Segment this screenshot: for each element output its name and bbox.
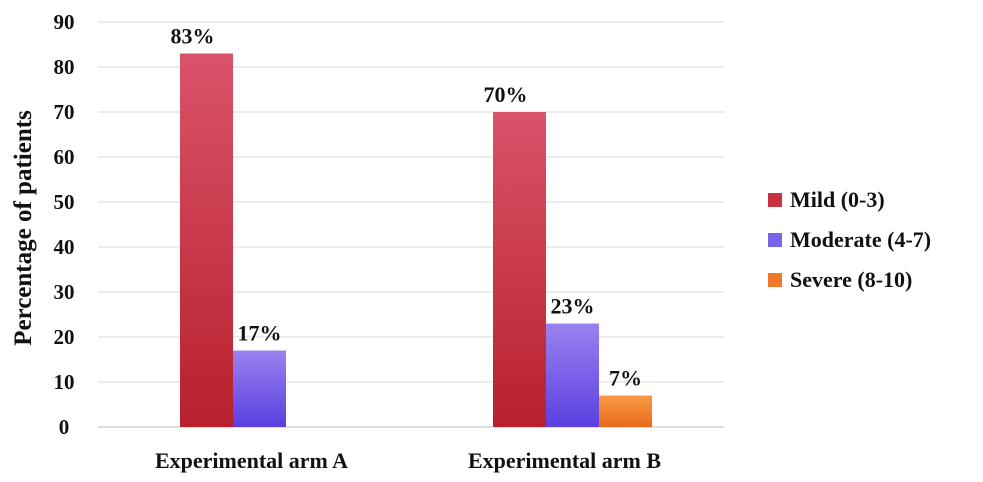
data-labels: 83% 17% 70% 23% 7% xyxy=(171,24,643,391)
x-category-label: Experimental arm A xyxy=(155,448,348,473)
data-label-mild: 70% xyxy=(484,82,528,107)
x-axis-categories: Experimental arm A Experimental arm B xyxy=(155,448,661,473)
y-tick-label: 50 xyxy=(54,190,75,214)
legend-item-mild: Mild (0-3) xyxy=(768,180,931,220)
y-axis-label: Percentage of patients xyxy=(10,110,37,346)
y-tick-label: 80 xyxy=(54,55,75,79)
data-label-severe: 7% xyxy=(609,366,642,391)
y-tick-label: 60 xyxy=(54,145,75,169)
bar-mild-arm-b xyxy=(493,112,546,427)
bar-mild-arm-a xyxy=(180,53,233,427)
y-tick-label: 30 xyxy=(54,280,75,304)
x-category-label: Experimental arm B xyxy=(468,448,661,473)
y-tick-label: 70 xyxy=(54,100,75,124)
data-label-moderate: 23% xyxy=(551,294,595,319)
y-tick-label: 0 xyxy=(59,415,70,439)
legend-swatch-severe xyxy=(768,273,782,287)
y-tick-label: 40 xyxy=(54,235,75,259)
data-label-mild: 83% xyxy=(171,24,215,49)
bars xyxy=(180,53,652,427)
bar-moderate-arm-a xyxy=(233,350,286,427)
legend-item-moderate: Moderate (4-7) xyxy=(768,220,931,260)
legend: Mild (0-3) Moderate (4-7) Severe (8-10) xyxy=(768,180,931,300)
legend-item-severe: Severe (8-10) xyxy=(768,260,931,300)
data-label-moderate: 17% xyxy=(238,321,282,346)
y-tick-label: 20 xyxy=(54,325,75,349)
y-tick-label: 90 xyxy=(54,10,75,34)
legend-label-mild: Mild (0-3) xyxy=(790,187,885,212)
y-axis-ticks: 0 10 20 30 40 50 60 70 80 90 xyxy=(54,10,75,439)
legend-swatch-moderate xyxy=(768,233,782,247)
legend-swatch-mild xyxy=(768,193,782,207)
bar-moderate-arm-b xyxy=(546,323,599,427)
legend-label-severe: Severe (8-10) xyxy=(790,267,913,292)
y-tick-label: 10 xyxy=(54,370,75,394)
legend-label-moderate: Moderate (4-7) xyxy=(790,227,932,252)
bar-severe-arm-b xyxy=(599,395,652,427)
